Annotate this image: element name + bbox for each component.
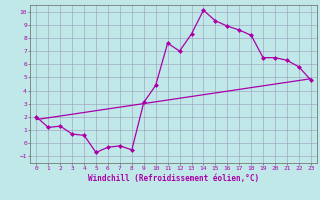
X-axis label: Windchill (Refroidissement éolien,°C): Windchill (Refroidissement éolien,°C) xyxy=(88,174,259,183)
